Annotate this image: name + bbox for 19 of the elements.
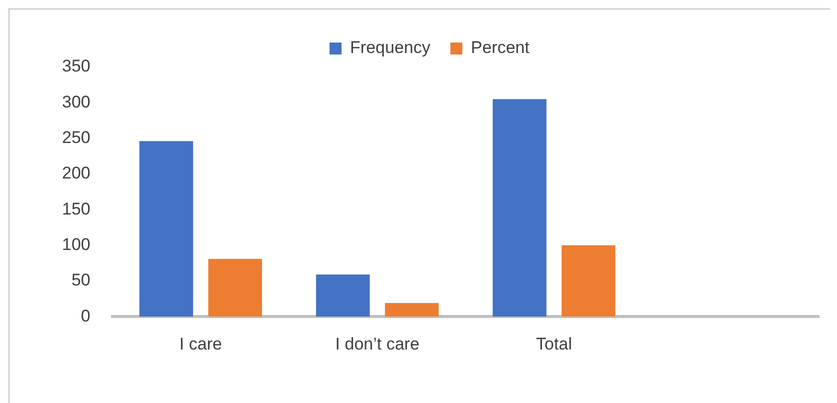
y-tick-label: 200 [62,164,90,183]
y-tick-label: 100 [62,234,90,254]
x-tick-label: Total [536,334,572,354]
bar [562,245,616,317]
legend-label: Frequency [350,38,431,58]
bar [384,303,439,317]
bar [139,141,194,317]
y-tick-label: 350 [62,56,90,76]
bar [208,258,262,317]
y-tick-label: 0 [80,306,90,326]
bar [492,99,546,317]
y-tick-label: 50 [71,270,90,290]
y-tick-label: 250 [62,128,90,147]
legend-label: Percent [470,38,530,58]
bar [316,274,370,317]
x-tick-label: I care [179,334,222,354]
y-tick-label: 300 [62,92,90,112]
x-tick-label: I don’t care [335,334,420,354]
y-tick-label: 150 [62,199,90,218]
